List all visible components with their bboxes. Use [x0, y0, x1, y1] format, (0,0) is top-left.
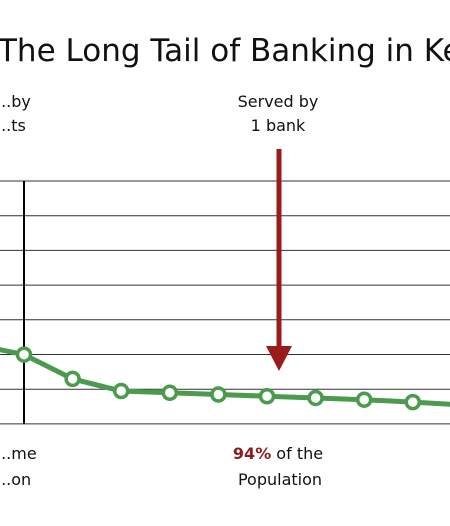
- annotation-pct-value: 94%: [233, 444, 271, 463]
- data-point: [404, 393, 422, 411]
- annotation-arrow: [266, 149, 292, 371]
- annotation-pct-suffix: of the: [271, 444, 323, 463]
- annotation-left-bottom-2: ...on: [0, 470, 31, 489]
- data-point: [258, 387, 276, 405]
- data-point: [112, 382, 130, 400]
- data-point: [307, 389, 324, 407]
- series-markers: [15, 346, 422, 411]
- chart-title: The Long Tail of Banking in Kenya: [0, 33, 450, 69]
- data-point: [64, 370, 81, 388]
- grid: [0, 180, 450, 425]
- annotation-one-bank: 1 bank: [251, 116, 306, 135]
- annotation-left-top-2: ...ts: [0, 116, 26, 135]
- annotation-served-by: Served by: [238, 92, 319, 111]
- annotation-population-share: 94% of the: [233, 444, 323, 463]
- data-point: [210, 386, 227, 403]
- arrow-head: [266, 346, 292, 371]
- data-point: [355, 391, 373, 408]
- annotation-population: Population: [238, 470, 322, 489]
- annotation-left-top-1: ...by: [0, 92, 31, 111]
- data-point: [15, 346, 33, 363]
- annotation-left-bottom-1: ...me: [0, 444, 37, 463]
- data-point: [161, 384, 179, 402]
